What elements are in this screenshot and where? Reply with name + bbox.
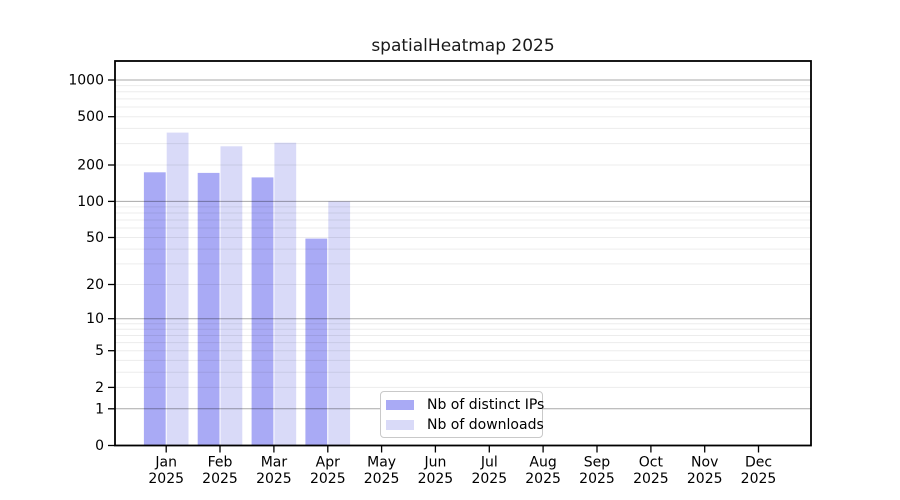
x-tick-label-year-mar: 2025 [256,471,292,487]
x-tick-label-month-nov: Nov [691,455,718,471]
x-tick-label-month-oct: Oct [639,455,664,471]
x-tick-label-year-jun: 2025 [418,471,454,487]
x-tick-label-month-feb: Feb [208,455,233,471]
y-tick-label-200: 200 [77,158,104,174]
legend-label-distinct-ips: Nb of distinct IPs [427,396,545,413]
bar-jan-downloads [166,132,189,446]
y-tick-label-2: 2 [95,380,104,396]
x-tick-label-month-jun: Jun [423,455,446,471]
x-tick-label-year-jan: 2025 [148,471,184,487]
bar-apr-downloads [328,201,351,446]
x-tick-label-month-aug: Aug [529,455,556,471]
x-tick-label-month-jan: Jan [154,455,177,471]
bar-mar-downloads [274,142,297,446]
bar-feb-downloads [220,146,243,446]
y-tick-label-20: 20 [86,277,104,293]
y-tick-label-500: 500 [77,109,104,125]
legend-item-downloads: Nb of downloads [386,415,544,435]
y-tick-label-50: 50 [86,230,104,246]
y-tick-label-0: 0 [95,438,104,454]
y-tick-label-100: 100 [77,194,104,210]
x-tick-label-year-nov: 2025 [687,471,723,487]
x-tick-label-month-may: May [367,455,396,471]
plot-border [114,60,812,447]
y-tick-label-1000: 1000 [68,73,104,89]
legend: Nb of distinct IPs Nb of downloads [380,391,545,438]
legend-swatch-distinct-ips [386,399,414,410]
legend-swatch-downloads [386,419,414,430]
x-tick-label-year-dec: 2025 [741,471,777,487]
bar-jan-distinct-ips [143,172,166,446]
bar-mar-distinct-ips [251,177,274,446]
bar-feb-distinct-ips [197,172,220,446]
x-tick-label-year-may: 2025 [364,471,400,487]
x-tick-label-month-apr: Apr [316,455,340,471]
x-tick-label-year-apr: 2025 [310,471,346,487]
y-tick-label-5: 5 [95,343,104,359]
x-tick-label-year-jul: 2025 [471,471,507,487]
chart-title: spatialHeatmap 2025 [371,36,555,56]
x-tick-label-month-sep: Sep [584,455,611,471]
legend-label-downloads: Nb of downloads [427,416,544,433]
y-tick-label-1: 1 [95,401,104,417]
x-tick-label-month-mar: Mar [261,455,288,471]
legend-item-distinct-ips: Nb of distinct IPs [386,395,545,415]
x-tick-label-year-aug: 2025 [525,471,561,487]
bar-apr-distinct-ips [305,238,328,446]
x-tick-label-month-jul: Jul [480,455,498,471]
x-tick-label-year-oct: 2025 [633,471,669,487]
y-tick-label-10: 10 [86,311,104,327]
x-tick-label-year-feb: 2025 [202,471,238,487]
x-tick-label-month-dec: Dec [745,455,772,471]
x-tick-label-year-sep: 2025 [579,471,615,487]
